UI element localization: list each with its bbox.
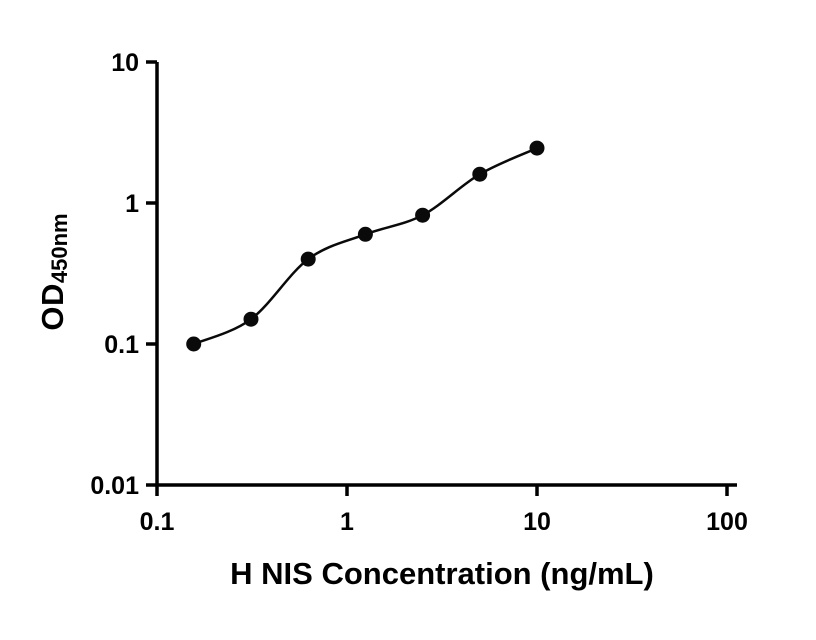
- y-tick-label: 0.1: [104, 331, 139, 359]
- y-axis-title: OD450nm: [35, 213, 73, 330]
- x-tick-label: 10: [523, 508, 551, 536]
- y-axis-title-subscript: 450nm: [47, 213, 72, 284]
- data-point: [415, 207, 431, 223]
- y-tick-label: 1: [125, 190, 139, 218]
- data-point: [243, 311, 259, 327]
- data-point: [186, 336, 202, 352]
- y-tick-label: 0.01: [90, 472, 139, 500]
- data-point: [529, 140, 545, 156]
- y-tick-label: 10: [111, 49, 139, 77]
- x-tick-label: 100: [706, 508, 748, 536]
- x-tick-label: 0.1: [140, 508, 175, 536]
- x-axis-title: H NIS Concentration (ng/mL): [230, 556, 654, 591]
- data-point: [472, 166, 488, 182]
- axes-lines: [155, 62, 737, 487]
- x-tick-label: 1: [340, 508, 354, 536]
- y-axis-title-main: OD: [35, 283, 70, 331]
- data-point: [300, 251, 316, 267]
- data-point: [357, 226, 373, 242]
